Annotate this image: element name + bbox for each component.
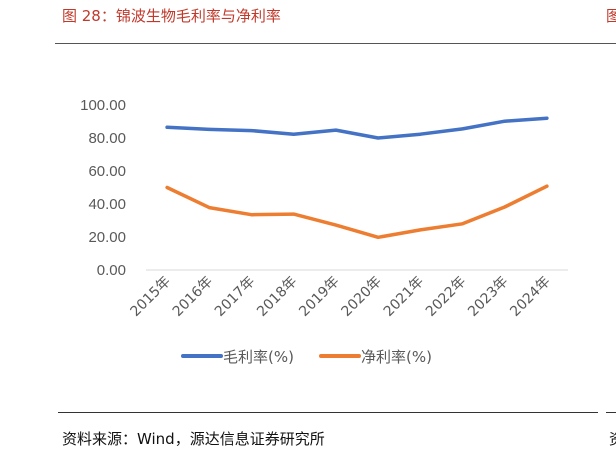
- title-divider: [55, 43, 616, 44]
- x-tick-label: 2015年: [128, 274, 174, 320]
- y-axis: 0.00 20.00 40.00 60.00 80.00 100.00: [80, 97, 126, 279]
- data-point: [461, 127, 464, 131]
- x-tick-label: 2020年: [339, 274, 385, 320]
- x-tick-label: 2018年: [254, 274, 300, 320]
- source-divider: [58, 412, 598, 413]
- x-tick-label: 2022年: [423, 274, 469, 320]
- adjacent-source-fragment: 资: [609, 428, 616, 449]
- line-chart: 0.00 20.00 40.00 60.00 80.00 100.00 2015年2016…: [80, 97, 568, 366]
- source-note: 资料来源：Wind，源达信息证券研究所: [62, 430, 325, 448]
- data-point: [165, 186, 169, 189]
- data-point: [207, 127, 211, 131]
- y-tick-label: 0.00: [97, 262, 126, 279]
- data-point: [418, 132, 422, 136]
- legend-label: 毛利率(%): [223, 348, 294, 366]
- data-point: [250, 129, 253, 133]
- data-point: [292, 212, 296, 216]
- adjacent-figure-title-fragment: 图: [606, 7, 616, 25]
- data-point: [545, 116, 549, 120]
- y-tick-label: 80.00: [88, 130, 126, 147]
- data-point: [503, 205, 507, 209]
- y-tick-label: 40.00: [88, 196, 126, 213]
- x-axis: 2015年2016年2017年2018年2019年2020年2021年2022年…: [128, 269, 568, 320]
- source-divider-right: [606, 412, 616, 413]
- data-point: [418, 228, 422, 232]
- data-point: [461, 222, 464, 226]
- data-point: [334, 128, 338, 132]
- data-point: [376, 136, 380, 140]
- y-tick-label: 20.00: [88, 229, 126, 246]
- x-tick-label: 2021年: [381, 274, 427, 320]
- x-tick-label: 2023年: [465, 274, 511, 320]
- data-point: [292, 132, 296, 136]
- series-line-net-margin: [165, 184, 549, 240]
- data-point: [376, 235, 380, 239]
- x-tick-label: 2024年: [507, 274, 553, 320]
- y-tick-label: 100.00: [80, 97, 126, 114]
- series-line-gross-margin: [165, 116, 549, 140]
- data-point: [165, 125, 169, 129]
- data-point: [250, 213, 253, 217]
- x-tick-label: 2019年: [296, 274, 342, 320]
- data-point: [207, 206, 211, 210]
- legend: 毛利率(%) 净利率(%): [181, 348, 432, 366]
- plot-area: [165, 116, 549, 240]
- x-tick-label: 2017年: [212, 274, 258, 320]
- data-point: [545, 184, 549, 188]
- x-tick-label: 2016年: [170, 274, 216, 320]
- y-tick-label: 60.00: [88, 163, 126, 180]
- data-point: [503, 119, 507, 123]
- legend-label: 净利率(%): [361, 348, 432, 366]
- data-point: [334, 223, 338, 227]
- figure-title: 图 28：锦波生物毛利率与净利率: [62, 7, 281, 25]
